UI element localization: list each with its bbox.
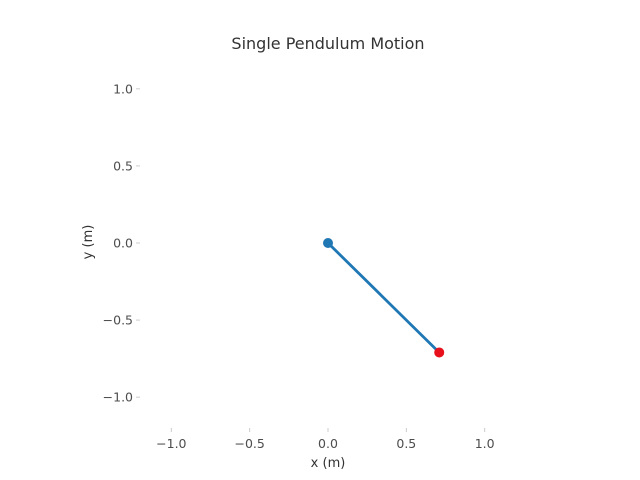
y-axis-label: y (m) [81,225,96,260]
x-tick-label: 0.5 [396,436,416,451]
chart-title: Single Pendulum Motion [231,34,424,53]
x-tick-label: −0.5 [234,436,264,451]
pendulum-bob-point [434,347,445,358]
y-tick-label: 1.0 [113,81,133,96]
plot-area [323,238,445,358]
pendulum-pivot-point [323,238,333,248]
x-tick-label: 1.0 [475,436,495,451]
x-tick-label: 0.0 [318,436,338,451]
y-tick-label: −1.0 [103,390,133,405]
y-tick-label: 0.0 [113,236,133,251]
x-axis-label: x (m) [311,456,346,471]
x-tick-label: −1.0 [156,436,186,451]
y-tick-label: 0.5 [113,158,133,173]
y-tick-label: −0.5 [103,313,133,328]
x-axis-ticks: −1.0 −0.5 0.0 0.5 1.0 [156,428,495,451]
y-axis-ticks: −1.0 −0.5 0.0 0.5 1.0 [103,81,140,405]
pendulum-rod [326,241,441,354]
